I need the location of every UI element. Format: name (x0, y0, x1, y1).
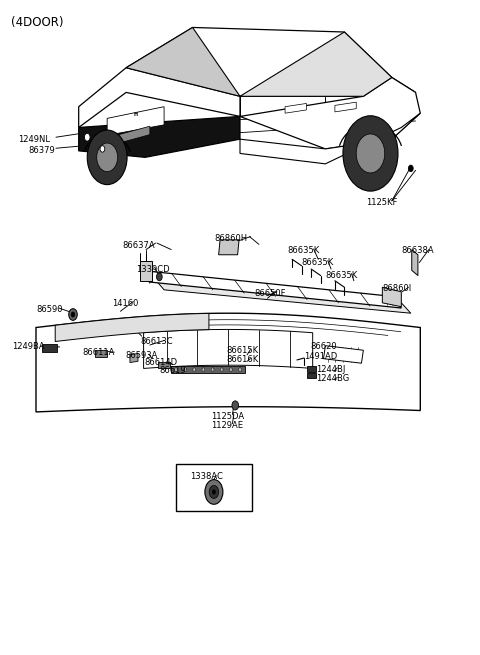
Polygon shape (171, 366, 245, 373)
Circle shape (209, 485, 219, 498)
Circle shape (69, 309, 77, 320)
Polygon shape (383, 288, 401, 307)
Polygon shape (79, 117, 240, 157)
Circle shape (87, 130, 127, 185)
Polygon shape (240, 32, 392, 96)
Circle shape (343, 116, 398, 191)
Circle shape (71, 312, 75, 317)
Circle shape (205, 479, 223, 504)
Polygon shape (107, 107, 164, 136)
Text: 1125KF: 1125KF (366, 198, 397, 207)
Text: 1339CD: 1339CD (136, 265, 169, 274)
Text: 86616K: 86616K (227, 356, 259, 364)
Text: 86619: 86619 (159, 366, 186, 375)
Text: 86650F: 86650F (254, 289, 286, 297)
Polygon shape (144, 329, 312, 369)
Text: 86635K: 86635K (325, 271, 358, 280)
Polygon shape (130, 354, 138, 363)
Polygon shape (55, 313, 209, 341)
Text: 1129AE: 1129AE (212, 421, 243, 430)
Text: 86593A: 86593A (125, 351, 157, 360)
Polygon shape (219, 240, 239, 255)
Circle shape (184, 367, 187, 371)
Polygon shape (36, 313, 420, 412)
Text: 86860H: 86860H (214, 234, 247, 243)
Text: 86637A: 86637A (122, 240, 155, 250)
Polygon shape (240, 77, 420, 149)
Text: 86635K: 86635K (301, 258, 334, 267)
Text: 86635K: 86635K (288, 246, 320, 255)
Text: 14160: 14160 (112, 299, 138, 308)
Polygon shape (96, 350, 107, 357)
Polygon shape (240, 113, 420, 164)
Text: 1249BA: 1249BA (12, 343, 45, 352)
Polygon shape (140, 261, 152, 281)
Circle shape (408, 165, 413, 172)
Text: 1249NL: 1249NL (18, 135, 50, 143)
Text: 86614D: 86614D (144, 358, 177, 367)
Circle shape (193, 367, 196, 371)
Text: 86620: 86620 (310, 343, 337, 352)
Polygon shape (126, 28, 392, 96)
Circle shape (202, 367, 205, 371)
Bar (176, 464, 252, 511)
Polygon shape (307, 366, 316, 371)
Text: (4DOOR): (4DOOR) (12, 16, 64, 29)
Text: 1338AC: 1338AC (190, 472, 223, 481)
Text: 86613C: 86613C (140, 337, 173, 346)
Text: 1244BJ: 1244BJ (316, 365, 345, 373)
Polygon shape (155, 279, 411, 313)
Polygon shape (307, 373, 316, 378)
Circle shape (356, 134, 384, 173)
Polygon shape (412, 250, 418, 276)
Text: 1491AD: 1491AD (304, 352, 338, 361)
Polygon shape (285, 103, 306, 113)
Polygon shape (158, 362, 170, 368)
Text: H: H (133, 112, 138, 117)
Polygon shape (126, 28, 240, 96)
Text: 1125DA: 1125DA (212, 412, 245, 421)
Text: 86379: 86379 (28, 145, 55, 155)
Circle shape (100, 145, 105, 152)
Circle shape (212, 489, 216, 495)
Circle shape (232, 401, 239, 410)
Circle shape (84, 134, 90, 141)
Polygon shape (119, 126, 150, 143)
Text: 86590: 86590 (36, 305, 62, 314)
Circle shape (175, 367, 178, 371)
Text: 86638A: 86638A (401, 246, 434, 255)
Text: 86611A: 86611A (83, 348, 115, 358)
Polygon shape (140, 271, 401, 308)
Polygon shape (324, 346, 363, 364)
Circle shape (220, 367, 223, 371)
Circle shape (156, 273, 162, 281)
Circle shape (239, 367, 241, 371)
Text: 86615K: 86615K (227, 346, 259, 356)
Polygon shape (335, 102, 356, 112)
Circle shape (211, 367, 214, 371)
Polygon shape (42, 345, 57, 352)
Circle shape (96, 143, 118, 172)
Polygon shape (79, 67, 240, 128)
Circle shape (229, 367, 232, 371)
Text: 86860I: 86860I (383, 284, 411, 293)
Text: 1244BG: 1244BG (316, 374, 349, 383)
